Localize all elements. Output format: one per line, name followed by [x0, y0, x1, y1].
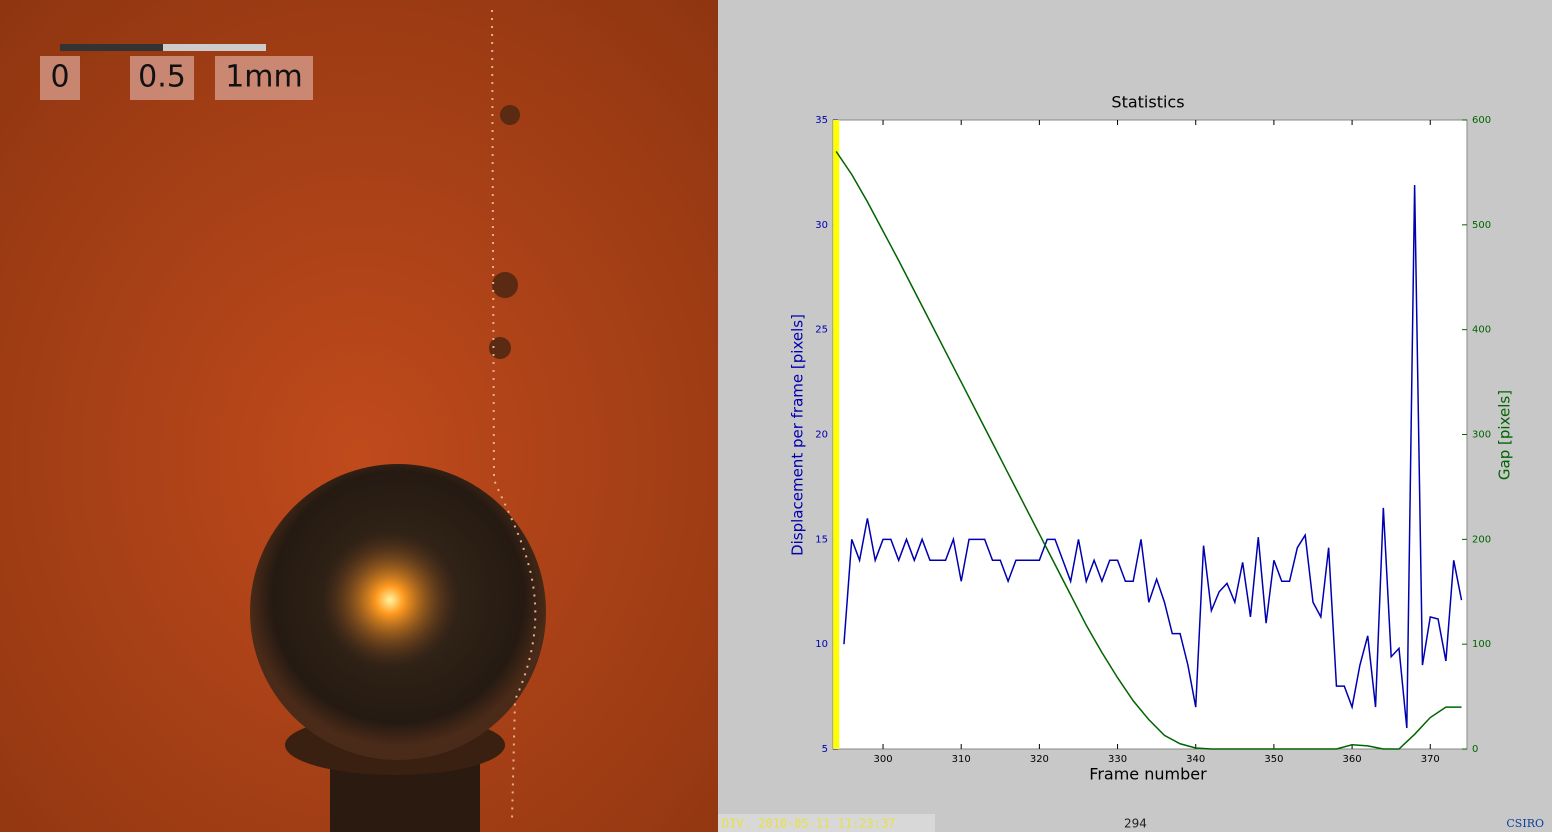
y2-tick-label: 300	[1472, 430, 1491, 441]
y2-tick-label: 100	[1472, 639, 1491, 650]
x-tick-label: 300	[873, 754, 892, 765]
frame-number: 294	[1124, 817, 1147, 831]
x-tick-label: 360	[1343, 754, 1362, 765]
series-line	[835, 151, 1462, 750]
x-tick-label: 320	[1030, 754, 1049, 765]
footer-box	[718, 814, 935, 832]
plot-area	[832, 119, 1468, 750]
x-tick-label: 330	[1108, 754, 1127, 765]
y2-tick-label: 400	[1472, 325, 1491, 336]
scale-label: 1mm	[225, 60, 303, 95]
x-tick-label: 310	[952, 754, 971, 765]
y-tick-label: 10	[815, 639, 828, 650]
y-tick-label: 15	[815, 534, 828, 545]
y-tick-label: 30	[815, 220, 828, 231]
y-tick-label: 5	[822, 744, 828, 755]
x-tick-label: 340	[1186, 754, 1205, 765]
photo: 0 0.5 1mm	[0, 0, 718, 832]
y-tick-label: 35	[815, 115, 828, 126]
y-tick-label: 20	[815, 430, 828, 441]
y2-axis-label: Gap [pixels]	[1496, 390, 1514, 480]
scale-label: 0	[50, 60, 69, 95]
chart-title: Statistics	[1111, 93, 1184, 112]
y2-tick-label: 600	[1472, 115, 1491, 126]
y2-tick-label: 500	[1472, 220, 1491, 231]
x-axis-label: Frame number	[1089, 765, 1207, 784]
footer-brand: CSIRO	[1506, 817, 1544, 830]
y2-tick-label: 200	[1472, 534, 1491, 545]
footer-timestamp: DIV. 2010-05-11 11:23:37	[722, 817, 895, 831]
y-tick-label: 25	[815, 325, 828, 336]
y-axis-label: Displacement per frame [pixels]	[789, 314, 807, 556]
x-tick-label: 370	[1421, 754, 1440, 765]
y2-tick-label: 0	[1472, 744, 1478, 755]
x-tick-label: 350	[1264, 754, 1283, 765]
series-line	[843, 184, 1463, 729]
scale-label: 0.5	[138, 60, 186, 95]
